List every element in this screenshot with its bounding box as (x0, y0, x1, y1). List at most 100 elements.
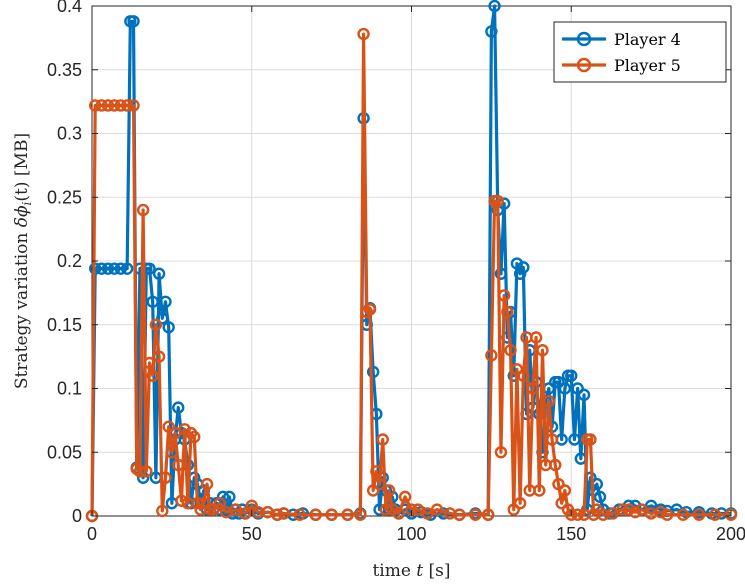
data-point (536, 344, 549, 357)
data-point (724, 508, 738, 521)
data-point (501, 305, 514, 319)
data-point (494, 267, 508, 280)
y-tick-label: 0.15 (47, 315, 82, 335)
data-point (376, 433, 389, 446)
data-point (552, 477, 565, 491)
data-point (549, 458, 562, 472)
legend: Player 4 Player 5 (553, 21, 727, 83)
data-point (660, 508, 674, 521)
data-point (162, 420, 175, 433)
data-point (370, 465, 383, 478)
data-point (533, 484, 546, 497)
x-tick-label: 0 (87, 524, 97, 544)
legend-label: Player 4 (614, 30, 681, 49)
data-point (430, 503, 444, 516)
data-point (108, 99, 121, 112)
data-point (488, 0, 501, 13)
data-point (159, 471, 172, 484)
data-point (504, 344, 517, 357)
data-point (513, 497, 527, 510)
data-point (200, 477, 214, 491)
data-point (309, 508, 322, 521)
data-point (156, 312, 169, 325)
data-point (392, 507, 405, 520)
data-point (120, 262, 134, 275)
data-point (341, 508, 354, 521)
data-point (491, 194, 504, 208)
data-point (127, 15, 140, 28)
data-point (223, 490, 236, 504)
data-point (565, 508, 578, 521)
data-point (95, 262, 108, 275)
data-point (676, 508, 690, 521)
data-point (363, 303, 377, 316)
y-tick-label: 0.2 (57, 251, 82, 271)
data-point (136, 203, 150, 217)
x-tick-label: 200 (716, 524, 745, 544)
data-point (584, 433, 597, 446)
data-point (494, 446, 508, 459)
x-tick-label: 50 (242, 524, 262, 544)
data-point (172, 458, 185, 472)
data-point (485, 25, 498, 38)
data-point (453, 508, 466, 521)
data-point (708, 508, 722, 521)
series-player-5 (85, 27, 738, 523)
data-point (513, 267, 527, 280)
data-point (146, 369, 159, 382)
data-point (325, 508, 338, 521)
data-point (593, 490, 607, 504)
data-point (165, 446, 179, 459)
x-tick-label: 150 (556, 524, 586, 544)
data-point (114, 99, 127, 112)
data-point (146, 295, 159, 308)
data-point (207, 503, 220, 516)
data-point (507, 503, 520, 516)
data-point (382, 484, 396, 497)
data-point (555, 497, 568, 510)
data-point (357, 27, 370, 41)
data-point (398, 490, 412, 504)
legend-swatch-marker (576, 57, 592, 73)
legend-swatch-marker (576, 31, 592, 47)
data-point (271, 508, 284, 521)
data-point (654, 505, 667, 519)
data-point (558, 382, 572, 395)
data-point (517, 369, 530, 382)
data-point (133, 465, 147, 478)
data-point (510, 363, 524, 376)
data-point (152, 350, 166, 363)
data-point (277, 507, 290, 520)
data-point (497, 289, 511, 302)
legend-label: Player 5 (614, 56, 681, 75)
data-point (293, 508, 306, 521)
data-point (529, 331, 543, 344)
data-point (188, 430, 201, 444)
data-point (568, 433, 581, 446)
y-axis-title: Strategy variation δϕi(t) [MB] (12, 133, 34, 389)
y-tick-label: 0.1 (57, 379, 82, 399)
data-point (120, 99, 134, 112)
data-point (191, 497, 204, 510)
data-point (628, 505, 642, 519)
data-point (379, 503, 393, 516)
data-point (95, 99, 108, 112)
data-point (552, 375, 565, 389)
data-point (162, 321, 175, 334)
data-point (616, 503, 629, 516)
data-point (213, 497, 227, 510)
legend-item: Player 5 (562, 56, 681, 75)
data-point (481, 508, 495, 521)
x-axis-title: time t [s] (372, 561, 450, 581)
data-point (156, 504, 169, 518)
y-tick-label: 0.35 (47, 60, 82, 80)
tick-labels: 0 50 100 150 200 0 0.05 0.1 0.15 0.2 0.25 0.3 0.35 0.… (47, 0, 745, 544)
data-point (571, 508, 584, 521)
data-point (366, 365, 380, 379)
data-point (558, 484, 572, 497)
data-point (545, 433, 559, 446)
data-point (469, 508, 482, 521)
y-tick-label: 0.05 (47, 442, 82, 462)
data-point (373, 477, 386, 491)
data-point (101, 262, 115, 275)
